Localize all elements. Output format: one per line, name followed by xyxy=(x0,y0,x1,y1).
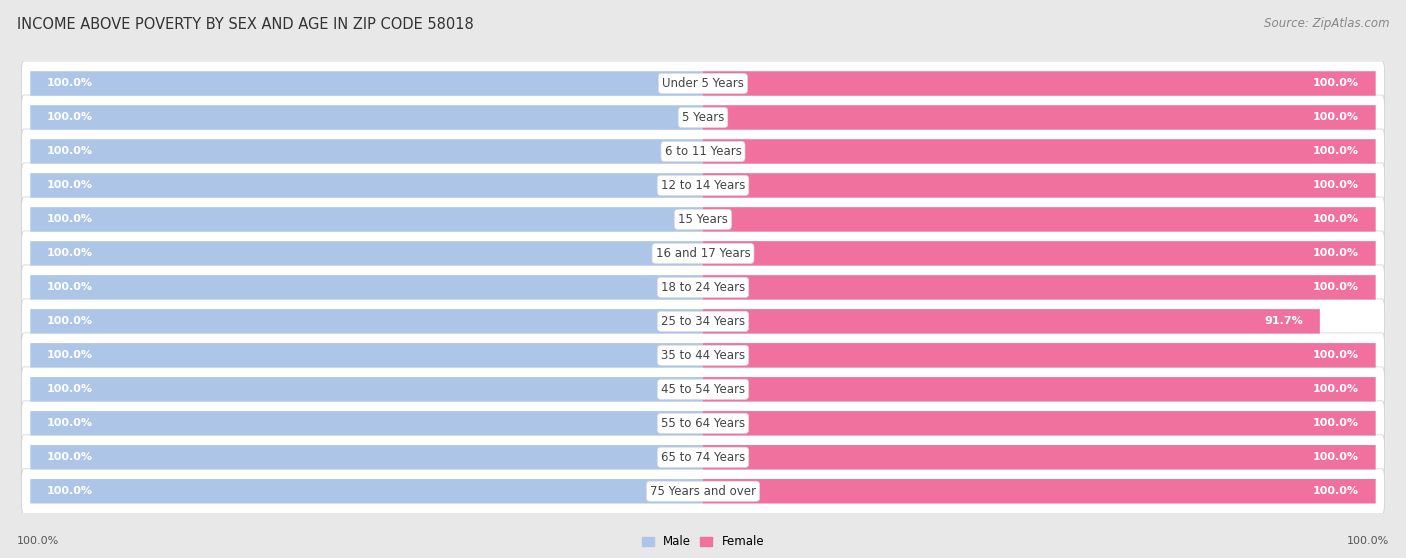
FancyBboxPatch shape xyxy=(31,105,703,129)
FancyBboxPatch shape xyxy=(31,343,703,368)
FancyBboxPatch shape xyxy=(31,309,703,334)
FancyBboxPatch shape xyxy=(703,241,1375,266)
FancyBboxPatch shape xyxy=(21,367,1385,412)
Text: 65 to 74 Years: 65 to 74 Years xyxy=(661,451,745,464)
FancyBboxPatch shape xyxy=(21,61,1385,106)
Text: 100.0%: 100.0% xyxy=(48,214,93,224)
FancyBboxPatch shape xyxy=(31,139,703,163)
FancyBboxPatch shape xyxy=(21,299,1385,344)
Text: 100.0%: 100.0% xyxy=(48,418,93,429)
Text: 100.0%: 100.0% xyxy=(48,453,93,462)
Text: 100.0%: 100.0% xyxy=(1313,418,1358,429)
Text: 100.0%: 100.0% xyxy=(17,536,59,546)
Text: 100.0%: 100.0% xyxy=(1313,350,1358,360)
Text: 12 to 14 Years: 12 to 14 Years xyxy=(661,179,745,192)
FancyBboxPatch shape xyxy=(21,401,1385,446)
Text: 45 to 54 Years: 45 to 54 Years xyxy=(661,383,745,396)
FancyBboxPatch shape xyxy=(21,95,1385,140)
Text: 100.0%: 100.0% xyxy=(1313,113,1358,122)
Text: 18 to 24 Years: 18 to 24 Years xyxy=(661,281,745,294)
Text: 100.0%: 100.0% xyxy=(1313,79,1358,89)
FancyBboxPatch shape xyxy=(31,275,703,300)
Text: Under 5 Years: Under 5 Years xyxy=(662,77,744,90)
Text: 100.0%: 100.0% xyxy=(48,316,93,326)
Text: 100.0%: 100.0% xyxy=(1313,486,1358,496)
Text: 100.0%: 100.0% xyxy=(48,113,93,122)
FancyBboxPatch shape xyxy=(21,197,1385,242)
FancyBboxPatch shape xyxy=(31,411,703,436)
FancyBboxPatch shape xyxy=(703,139,1375,163)
FancyBboxPatch shape xyxy=(703,479,1375,503)
FancyBboxPatch shape xyxy=(703,71,1375,96)
Text: 100.0%: 100.0% xyxy=(48,146,93,156)
Text: 5 Years: 5 Years xyxy=(682,111,724,124)
FancyBboxPatch shape xyxy=(31,445,703,469)
FancyBboxPatch shape xyxy=(21,435,1385,480)
Text: 100.0%: 100.0% xyxy=(1313,282,1358,292)
Text: 35 to 44 Years: 35 to 44 Years xyxy=(661,349,745,362)
Text: 15 Years: 15 Years xyxy=(678,213,728,226)
FancyBboxPatch shape xyxy=(703,309,1320,334)
FancyBboxPatch shape xyxy=(31,479,703,503)
Text: 100.0%: 100.0% xyxy=(1313,180,1358,190)
FancyBboxPatch shape xyxy=(21,231,1385,276)
Text: 75 Years and over: 75 Years and over xyxy=(650,485,756,498)
FancyBboxPatch shape xyxy=(703,173,1375,198)
FancyBboxPatch shape xyxy=(31,377,703,402)
Text: 100.0%: 100.0% xyxy=(1347,536,1389,546)
Legend: Male, Female: Male, Female xyxy=(641,535,765,548)
Text: 100.0%: 100.0% xyxy=(48,180,93,190)
FancyBboxPatch shape xyxy=(31,173,703,198)
FancyBboxPatch shape xyxy=(703,445,1375,469)
FancyBboxPatch shape xyxy=(21,163,1385,208)
Text: 55 to 64 Years: 55 to 64 Years xyxy=(661,417,745,430)
Text: 100.0%: 100.0% xyxy=(1313,214,1358,224)
Text: 91.7%: 91.7% xyxy=(1264,316,1303,326)
FancyBboxPatch shape xyxy=(31,71,703,96)
FancyBboxPatch shape xyxy=(21,129,1385,174)
FancyBboxPatch shape xyxy=(703,275,1375,300)
FancyBboxPatch shape xyxy=(703,411,1375,436)
Text: 100.0%: 100.0% xyxy=(48,350,93,360)
FancyBboxPatch shape xyxy=(31,207,703,232)
Text: 100.0%: 100.0% xyxy=(48,384,93,395)
Text: 100.0%: 100.0% xyxy=(48,282,93,292)
Text: Source: ZipAtlas.com: Source: ZipAtlas.com xyxy=(1264,17,1389,30)
FancyBboxPatch shape xyxy=(703,377,1375,402)
Text: 100.0%: 100.0% xyxy=(1313,453,1358,462)
Text: 100.0%: 100.0% xyxy=(1313,384,1358,395)
FancyBboxPatch shape xyxy=(21,265,1385,310)
Text: 100.0%: 100.0% xyxy=(48,248,93,258)
FancyBboxPatch shape xyxy=(31,241,703,266)
FancyBboxPatch shape xyxy=(703,105,1375,129)
Text: 25 to 34 Years: 25 to 34 Years xyxy=(661,315,745,328)
Text: 100.0%: 100.0% xyxy=(48,79,93,89)
FancyBboxPatch shape xyxy=(703,343,1375,368)
Text: 100.0%: 100.0% xyxy=(1313,146,1358,156)
FancyBboxPatch shape xyxy=(21,469,1385,514)
Text: 16 and 17 Years: 16 and 17 Years xyxy=(655,247,751,260)
Text: INCOME ABOVE POVERTY BY SEX AND AGE IN ZIP CODE 58018: INCOME ABOVE POVERTY BY SEX AND AGE IN Z… xyxy=(17,17,474,32)
FancyBboxPatch shape xyxy=(703,207,1375,232)
Text: 100.0%: 100.0% xyxy=(48,486,93,496)
Text: 6 to 11 Years: 6 to 11 Years xyxy=(665,145,741,158)
FancyBboxPatch shape xyxy=(21,333,1385,378)
Text: 100.0%: 100.0% xyxy=(1313,248,1358,258)
